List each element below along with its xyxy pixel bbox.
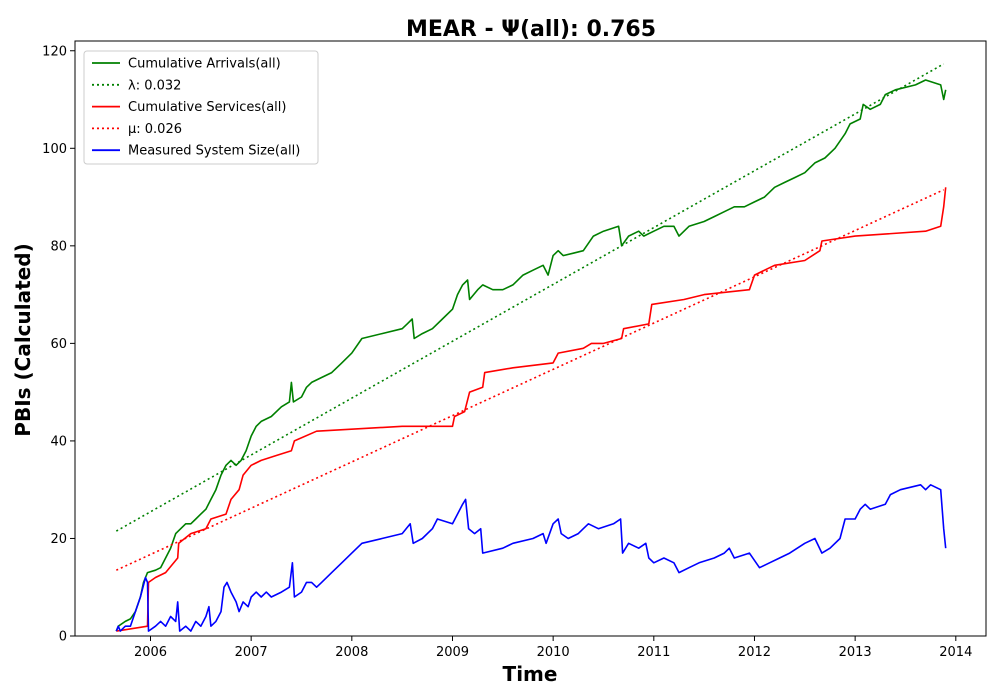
legend: Cumulative Arrivals(all) λ: 0.032 Cumulati… xyxy=(83,50,319,165)
legend-label: Cumulative Arrivals(all) xyxy=(128,57,281,72)
series-line-2 xyxy=(116,187,947,632)
y-tick-label: 60 xyxy=(50,337,67,352)
series-line-1 xyxy=(115,63,945,532)
legend-label: Cumulative Services(all) xyxy=(128,100,286,115)
y-tick-label: 40 xyxy=(50,434,67,449)
x-tick-label: 2009 xyxy=(436,645,469,660)
x-tick-label: 2006 xyxy=(134,645,167,660)
series-line-3 xyxy=(115,189,945,571)
x-tick-label: 2010 xyxy=(537,645,570,660)
x-tick-label: 2013 xyxy=(839,645,872,660)
x-tick-label: 2007 xyxy=(235,645,268,660)
chart-title: MEAR - Ψ(all): 0.765 xyxy=(406,17,656,42)
series-line-0 xyxy=(115,79,947,632)
x-tick-label: 2014 xyxy=(939,645,972,660)
y-tick-label: 100 xyxy=(42,142,67,157)
y-tick-label: 120 xyxy=(42,44,67,59)
y-axis-label: PBIs (Calculated) xyxy=(11,243,35,436)
legend-label: Measured System Size(all) xyxy=(128,144,300,159)
y-tick-label: 0 xyxy=(59,630,67,645)
x-tick-label: 2012 xyxy=(738,645,771,660)
y-tick-label: 80 xyxy=(50,239,67,254)
legend-label: λ: 0.032 xyxy=(128,78,181,93)
y-tick-label: 20 xyxy=(50,532,67,547)
legend-frame xyxy=(83,50,319,165)
legend-label: μ: 0.026 xyxy=(128,122,182,137)
x-tick-label: 2008 xyxy=(335,645,368,660)
x-tick-label: 2011 xyxy=(637,645,670,660)
x-axis: 2006 2007 2008 2009 2010 2011 2012 2013 2014 xyxy=(134,636,972,660)
x-axis-label: Time xyxy=(503,662,558,686)
y-axis: 0 20 40 60 80 100 120 xyxy=(42,44,75,645)
plot-frame xyxy=(74,40,987,637)
series-layer xyxy=(115,63,947,632)
series-line-4 xyxy=(115,484,947,632)
